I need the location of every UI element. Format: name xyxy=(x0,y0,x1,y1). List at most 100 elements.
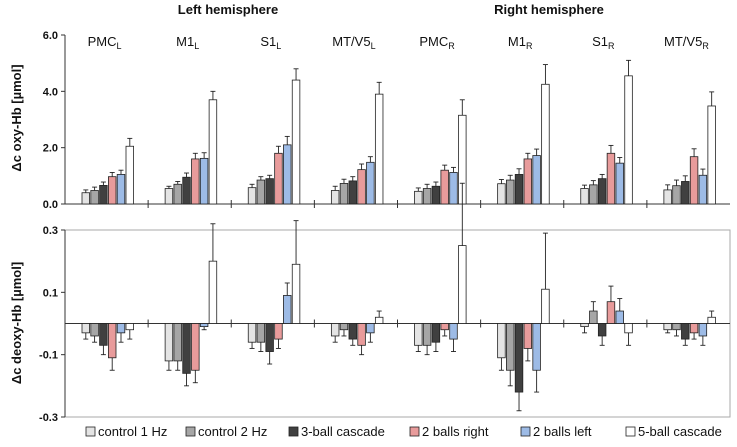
bar-deoxy-4-0 xyxy=(414,323,423,346)
bar-deoxy-4-3 xyxy=(440,323,449,331)
bar-oxy-0-2 xyxy=(99,185,108,205)
bar-oxy-1-1 xyxy=(173,183,182,205)
legend-label-1: control 2 Hz xyxy=(198,424,267,439)
bar-deoxy-6-4 xyxy=(615,310,624,324)
bar-oxy-5-4 xyxy=(532,155,541,205)
bar-oxy-4-2 xyxy=(431,185,441,205)
bar-oxy-6-4 xyxy=(615,162,624,205)
bar-oxy-6-3 xyxy=(606,152,616,205)
y-tick-label: 6.0 xyxy=(43,30,58,42)
bar-deoxy-2-1 xyxy=(256,323,266,343)
bar-deoxy-5-2 xyxy=(514,323,524,393)
bar-oxy-0-5 xyxy=(125,145,134,205)
bar-deoxy-5-5 xyxy=(541,288,550,324)
bar-deoxy-7-2 xyxy=(681,323,690,340)
deoxy-y-axis-label: Δc deoxy-Hb [µmol] xyxy=(9,262,24,384)
bar-oxy-1-3 xyxy=(191,158,200,205)
bar-oxy-0-4 xyxy=(116,174,126,205)
deoxy-hb-panel: 0.3 0.1 -0.1 -0.3 xyxy=(39,182,731,424)
bar-oxy-2-2 xyxy=(265,178,274,205)
bar-deoxy-3-1 xyxy=(339,323,349,331)
bar-deoxy-1-3 xyxy=(191,323,200,371)
legend-label-0: control 1 Hz xyxy=(98,424,167,439)
y-tick-label: 0.1 xyxy=(43,287,58,299)
bar-oxy-5-3 xyxy=(523,158,533,205)
region-label-6: S1R xyxy=(592,34,615,51)
bar-deoxy-3-2 xyxy=(348,323,357,340)
bar-deoxy-5-0 xyxy=(497,323,506,359)
bar-deoxy-3-0 xyxy=(330,323,340,337)
bar-oxy-2-3 xyxy=(274,152,283,205)
bar-oxy-2-5 xyxy=(291,79,301,205)
bar-deoxy-0-3 xyxy=(108,323,117,359)
bar-oxy-7-0 xyxy=(663,189,672,205)
bar-deoxy-6-2 xyxy=(597,323,607,337)
bar-deoxy-7-3 xyxy=(689,323,699,334)
y-tick-label: -0.1 xyxy=(39,350,58,362)
bar-deoxy-6-5 xyxy=(624,323,633,334)
bar-deoxy-1-5 xyxy=(208,260,218,324)
bar-oxy-2-1 xyxy=(256,179,266,205)
region-label-7: MT/V5R xyxy=(664,34,709,51)
bar-oxy-0-1 xyxy=(90,190,99,205)
bar-deoxy-1-4 xyxy=(199,323,209,328)
bar-deoxy-0-4 xyxy=(116,323,126,334)
bar-oxy-7-3 xyxy=(689,156,699,205)
bar-oxy-5-2 xyxy=(514,174,524,205)
bar-deoxy-3-3 xyxy=(357,323,366,346)
legend: control 1 Hz control 2 Hz 3-ball cascade 2 … xyxy=(85,424,722,439)
region-label-4: PMCR xyxy=(419,34,455,51)
legend-label-4: 2 balls left xyxy=(533,424,592,439)
bar-deoxy-6-3 xyxy=(606,301,616,324)
bar-deoxy-1-2 xyxy=(182,323,191,374)
bar-deoxy-0-5 xyxy=(125,323,134,331)
bar-deoxy-6-1 xyxy=(589,310,598,324)
bar-oxy-4-4 xyxy=(449,172,458,205)
bar-deoxy-7-4 xyxy=(698,323,708,337)
bar-deoxy-4-2 xyxy=(431,323,441,343)
oxy-hb-panel: 0.0 2.0 4.0 6.0 xyxy=(43,30,730,211)
legend-swatch-1 xyxy=(185,426,196,437)
bar-oxy-3-4 xyxy=(366,161,375,205)
bar-oxy-7-2 xyxy=(681,181,690,205)
bar-deoxy-7-0 xyxy=(663,323,672,331)
region-label-0: PMCL xyxy=(88,34,122,51)
bar-oxy-6-2 xyxy=(597,178,607,205)
bar-oxy-6-5 xyxy=(624,75,633,205)
bar-oxy-6-1 xyxy=(589,184,598,205)
bar-deoxy-5-3 xyxy=(523,323,533,349)
bar-oxy-3-0 xyxy=(330,190,340,205)
bar-oxy-1-0 xyxy=(164,188,174,205)
region-label-3: MT/V5L xyxy=(332,34,375,51)
bar-deoxy-3-4 xyxy=(366,323,375,334)
y-tick-label: -0.3 xyxy=(39,412,58,424)
bar-oxy-1-2 xyxy=(182,176,191,205)
bar-deoxy-0-0 xyxy=(81,323,90,334)
bar-oxy-3-3 xyxy=(357,169,366,205)
bar-deoxy-6-0 xyxy=(580,323,589,328)
bar-oxy-1-5 xyxy=(208,99,218,205)
bar-deoxy-2-0 xyxy=(247,323,257,343)
bar-oxy-0-0 xyxy=(81,192,90,205)
region-label-5: M1R xyxy=(508,34,533,51)
legend-swatch-0 xyxy=(85,426,96,437)
legend-swatch-4 xyxy=(520,426,531,437)
bar-deoxy-4-4 xyxy=(449,323,458,340)
bar-deoxy-1-1 xyxy=(173,323,182,362)
bar-oxy-4-0 xyxy=(414,190,423,205)
bar-deoxy-2-2 xyxy=(265,323,274,352)
bar-oxy-5-5 xyxy=(541,83,550,205)
region-label-2: S1L xyxy=(260,34,281,51)
bar-deoxy-4-5 xyxy=(458,245,467,324)
bar-oxy-7-5 xyxy=(707,105,716,205)
bar-deoxy-4-1 xyxy=(422,323,432,346)
oxy-y-axis-label: Δc oxy-Hb [µmol] xyxy=(9,64,24,171)
bar-oxy-4-1 xyxy=(422,188,432,205)
legend-swatch-2 xyxy=(288,426,299,437)
bar-deoxy-2-5 xyxy=(291,263,301,324)
bar-oxy-3-5 xyxy=(374,93,384,205)
bar-deoxy-0-2 xyxy=(99,323,108,346)
bar-oxy-3-2 xyxy=(348,180,357,205)
bar-deoxy-1-0 xyxy=(164,323,174,362)
